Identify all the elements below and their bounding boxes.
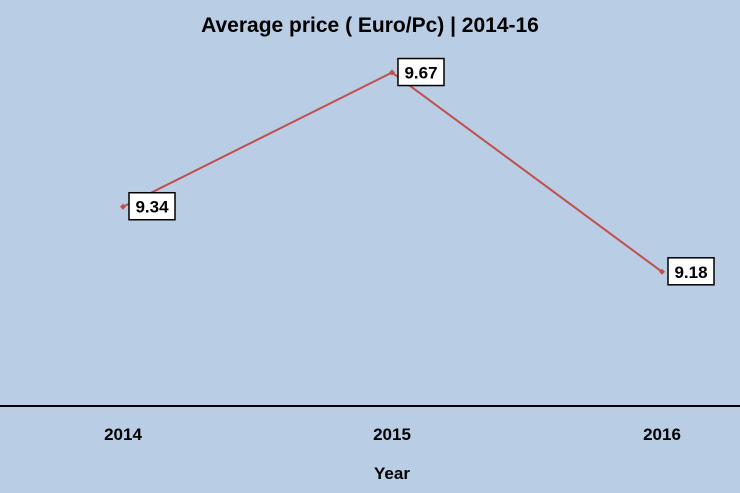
data-point-2016 [659,268,665,275]
data-label-2014: 9.34 [128,191,176,221]
chart-title: Average price ( Euro/Pc) | 2014-16 [201,14,539,37]
x-tick-label-2014: 2014 [104,425,142,444]
data-label-2015: 9.67 [397,57,445,87]
x-tick-label-2016: 2016 [643,425,681,444]
data-label-value: 9.67 [404,64,437,83]
data-label-value: 9.34 [135,198,169,217]
series-layer [120,69,665,275]
series-line [122,71,663,273]
x-axis-ticks: 2014 2015 2016 [104,425,681,444]
data-label-box [397,57,445,87]
x-tick-label-2015: 2015 [373,425,411,444]
data-label-box [128,191,176,221]
data-point-2014 [120,203,126,210]
data-label-value: 9.18 [674,263,707,282]
data-labels: 9.34 9.67 9.18 [128,57,715,286]
data-label-box [667,257,715,286]
data-point-2015 [389,69,395,76]
x-axis-label: Year [374,464,410,483]
data-label-2016: 9.18 [667,257,715,286]
